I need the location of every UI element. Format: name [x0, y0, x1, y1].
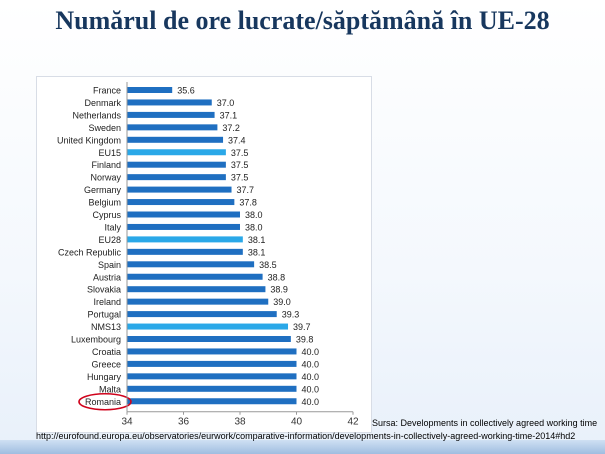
- value-label: 40.0: [302, 384, 320, 394]
- bar: [127, 373, 297, 380]
- category-label: Denmark: [84, 98, 121, 108]
- category-label: Sweden: [88, 123, 121, 133]
- bar: [127, 111, 215, 118]
- x-tick-label: 40: [291, 417, 303, 428]
- bar: [127, 236, 243, 243]
- category-label: Czech Republic: [58, 247, 122, 257]
- category-label: Norway: [90, 173, 121, 183]
- value-label: 38.1: [248, 247, 266, 257]
- bar: [127, 298, 269, 305]
- value-label: 38.1: [248, 235, 266, 245]
- bar: [127, 211, 240, 218]
- category-label: Spain: [98, 260, 121, 270]
- category-label: Malta: [99, 384, 121, 394]
- value-label: 38.0: [245, 210, 263, 220]
- category-label: EU28: [98, 235, 121, 245]
- x-tick-label: 36: [178, 417, 190, 428]
- bar: [127, 124, 218, 131]
- bar: [127, 385, 297, 392]
- source-note: Sursa: Developments in collectively agre…: [372, 418, 598, 428]
- value-label: 40.0: [302, 372, 320, 382]
- value-label: 38.0: [245, 222, 263, 232]
- bar: [127, 161, 226, 168]
- value-label: 40.0: [302, 397, 320, 407]
- bar: [127, 311, 277, 318]
- category-label: Hungary: [87, 372, 122, 382]
- highlight-circle: [78, 392, 132, 411]
- bar: [127, 323, 289, 330]
- bar: [127, 336, 291, 342]
- value-label: 37.5: [231, 173, 249, 183]
- value-label: 37.7: [237, 185, 255, 195]
- value-label: 38.9: [270, 285, 288, 295]
- bar-chart: France 35.6 Denmark 37.0 Netherlands 37.1 Swed…: [57, 82, 359, 428]
- value-label: 37.5: [231, 148, 249, 158]
- bar: [127, 99, 212, 106]
- value-label: 38.5: [259, 260, 277, 270]
- bar: [127, 136, 224, 143]
- category-label: Ireland: [93, 297, 121, 307]
- bar: [127, 286, 266, 293]
- category-label: Austria: [93, 272, 121, 282]
- value-label: 39.8: [296, 335, 314, 345]
- x-tick-label: 42: [347, 417, 359, 428]
- x-tick-label: 34: [121, 417, 133, 428]
- bar: [127, 360, 297, 367]
- value-label: 39.3: [282, 310, 300, 320]
- bar: [127, 248, 243, 255]
- category-label: Germany: [84, 185, 122, 195]
- value-label: 35.6: [177, 86, 195, 96]
- source-url[interactable]: http://eurofound.europa.eu/observatories…: [36, 431, 576, 441]
- x-tick-label: 38: [234, 417, 246, 428]
- bar: [127, 149, 226, 156]
- value-label: 37.5: [231, 160, 249, 170]
- bar: [127, 87, 173, 93]
- value-label: 37.1: [220, 110, 238, 120]
- category-label: NMS13: [91, 322, 121, 332]
- value-label: 38.8: [268, 272, 286, 282]
- bar: [127, 186, 232, 193]
- category-label: Greece: [91, 359, 121, 369]
- value-label: 40.0: [302, 359, 320, 369]
- value-label: 37.0: [217, 98, 235, 108]
- category-label: EU15: [98, 148, 121, 158]
- slide-title: Numărul de ore lucrate/săptămână în UE-2…: [55, 6, 550, 35]
- category-label: Finland: [91, 160, 121, 170]
- bar: [127, 398, 297, 405]
- category-label: Italy: [104, 222, 121, 232]
- bar: [127, 199, 235, 206]
- value-label: 39.7: [293, 322, 311, 332]
- value-label: 37.8: [239, 198, 257, 208]
- bar: [127, 223, 240, 230]
- value-label: 39.0: [273, 297, 291, 307]
- bar: [127, 348, 297, 355]
- bar: [127, 273, 263, 280]
- category-label: Croatia: [92, 347, 121, 357]
- footer-wave: [0, 440, 605, 454]
- category-label: United Kingdom: [57, 135, 121, 145]
- value-label: 37.2: [222, 123, 240, 133]
- chart-panel: France 35.6 Denmark 37.0 Netherlands 37.1 Swed…: [36, 76, 372, 433]
- category-label: France: [93, 86, 121, 96]
- category-label: Netherlands: [72, 110, 121, 120]
- bar: [127, 261, 255, 268]
- category-label: Belgium: [88, 198, 121, 208]
- value-label: 40.0: [302, 347, 320, 357]
- category-label: Cyprus: [92, 210, 121, 220]
- category-label: Romania: [85, 397, 121, 407]
- category-label: Portugal: [87, 310, 121, 320]
- category-label: Luxembourg: [71, 335, 121, 345]
- value-label: 37.4: [228, 135, 246, 145]
- bar: [127, 174, 226, 181]
- category-label: Slovakia: [87, 285, 121, 295]
